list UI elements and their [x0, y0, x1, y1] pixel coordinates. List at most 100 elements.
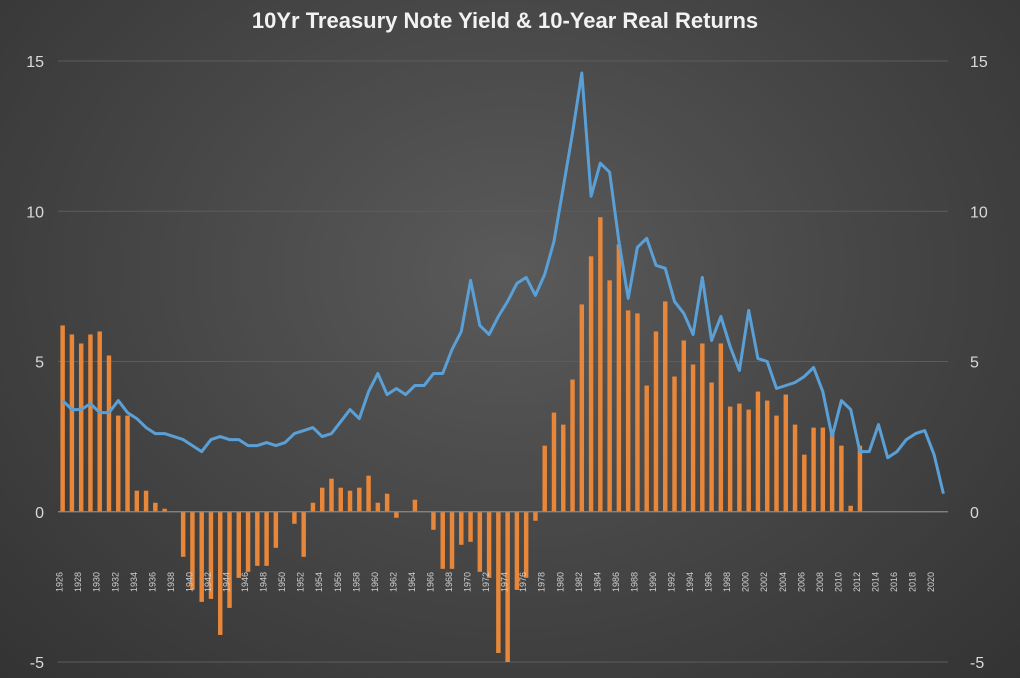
x-tick-label: 1980	[555, 572, 565, 592]
bar	[255, 511, 260, 566]
bar	[811, 427, 816, 512]
bar	[180, 511, 186, 557]
bar	[486, 511, 492, 578]
bar	[199, 511, 204, 602]
y-tick-label: 5	[35, 355, 44, 372]
x-tick-label: 1992	[667, 572, 677, 592]
bar	[727, 406, 733, 512]
bar	[700, 343, 705, 512]
bar	[839, 445, 844, 512]
bar	[663, 301, 668, 512]
x-tick-label: 1944	[222, 572, 232, 592]
x-tick-label: 1994	[685, 572, 695, 592]
x-tick-label: 1966	[426, 572, 436, 592]
bar	[505, 511, 510, 662]
bar	[477, 511, 483, 572]
x-tick-label: 1950	[277, 572, 287, 592]
x-tick-label: 1934	[129, 572, 139, 592]
x-tick-label: 1954	[314, 572, 324, 592]
y-tick-label: 15	[970, 54, 988, 71]
bar	[783, 394, 788, 512]
bar	[523, 511, 529, 578]
bar	[329, 478, 334, 512]
bar	[607, 280, 612, 512]
bar	[672, 376, 677, 512]
bar	[579, 304, 585, 512]
bar	[746, 409, 751, 512]
bar	[319, 487, 325, 512]
x-tick-label: 1978	[537, 572, 547, 592]
yield-line	[61, 71, 945, 495]
x-tick-label: 1984	[592, 572, 602, 592]
bar	[60, 325, 65, 512]
x-tick-label: 2018	[908, 572, 918, 592]
bar	[134, 490, 140, 512]
bar	[449, 511, 455, 569]
y-tick-label: 10	[26, 204, 44, 221]
bar	[264, 511, 269, 566]
bar	[616, 244, 622, 512]
x-tick-label: 1964	[407, 572, 417, 592]
x-tick-label: 1998	[722, 572, 732, 592]
x-tick-label: 1938	[166, 572, 176, 592]
y-tick-label: 0	[970, 505, 979, 522]
bar	[774, 415, 779, 512]
x-tick-label: 1970	[463, 572, 473, 592]
bar	[829, 430, 835, 512]
bar	[653, 331, 659, 512]
bar	[561, 424, 566, 512]
bar	[218, 511, 223, 635]
bar	[857, 445, 863, 512]
chart-title: 10Yr Treasury Note Yield & 10-Year Real …	[252, 8, 758, 33]
bar	[625, 310, 631, 512]
bar	[570, 379, 575, 512]
bar	[764, 400, 770, 512]
x-tick-label: 2010	[833, 572, 843, 592]
bar	[690, 364, 696, 512]
y-tick-label: 5	[970, 355, 979, 372]
bar	[88, 334, 93, 512]
x-tick-label: 2012	[852, 572, 862, 592]
bar	[709, 382, 714, 512]
bar	[338, 487, 343, 512]
bar	[125, 415, 130, 512]
x-tick-label: 1956	[333, 572, 343, 592]
bar	[162, 508, 167, 512]
bar	[366, 475, 371, 512]
x-tick-label: 1986	[611, 572, 621, 592]
x-tick-label: 1990	[648, 572, 658, 592]
x-tick-label: 1962	[388, 572, 398, 592]
bar	[310, 502, 316, 512]
bar	[412, 499, 418, 512]
x-tick-label: 1968	[444, 572, 454, 592]
bar	[97, 331, 102, 512]
x-tick-label: 1928	[73, 572, 83, 592]
bar	[116, 415, 121, 512]
bar	[820, 427, 826, 512]
x-tick-label: 1960	[370, 572, 380, 592]
bar	[301, 511, 306, 557]
bar	[190, 511, 195, 590]
right-y-axis: -5 0 5 10 15	[970, 54, 988, 672]
bar	[292, 511, 297, 524]
bar	[542, 445, 547, 512]
bar	[598, 217, 603, 512]
x-tick-label: 1940	[184, 572, 194, 592]
x-tick-label: 1996	[704, 572, 714, 592]
x-tick-label: 2002	[759, 572, 769, 592]
x-tick-label: 1982	[574, 572, 584, 592]
bar	[440, 511, 445, 569]
x-tick-label: 2006	[796, 572, 806, 592]
bar	[347, 490, 353, 512]
bar	[792, 424, 798, 512]
x-tick-label: 1972	[481, 572, 491, 592]
x-tick-label: 1942	[203, 572, 213, 592]
x-tick-label: 2020	[926, 572, 936, 592]
bar	[514, 511, 520, 590]
x-tick-label: 1974	[500, 572, 510, 592]
real-returns-bars	[60, 217, 863, 662]
bar	[848, 505, 853, 512]
y-tick-label: -5	[970, 655, 984, 672]
y-tick-label: -5	[30, 655, 44, 672]
